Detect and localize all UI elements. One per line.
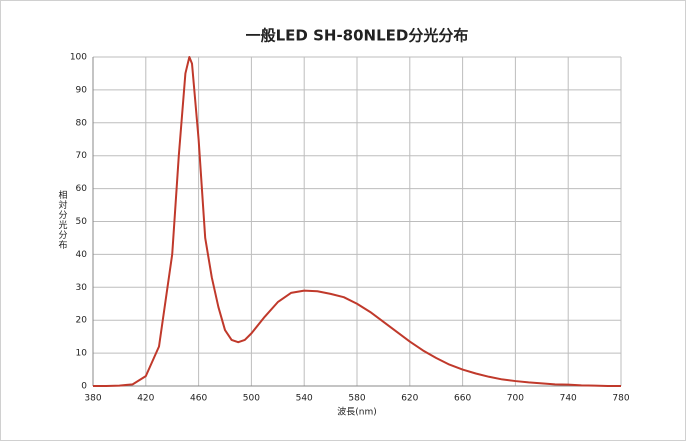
x-tick-label: 540 — [296, 394, 313, 404]
y-tick-label: 30 — [76, 283, 88, 293]
x-tick-label: 500 — [243, 394, 260, 404]
x-tick-label: 700 — [507, 394, 524, 404]
chart-title: 一般LED SH-80NLED分光分布 — [246, 27, 469, 45]
x-tick-label: 780 — [612, 394, 629, 404]
x-axis-label: 波長(nm) — [337, 406, 377, 418]
x-tick-label: 580 — [348, 394, 365, 404]
y-tick-label: 50 — [76, 217, 88, 227]
series-line — [93, 56, 621, 387]
y-tick-label: 40 — [76, 250, 88, 260]
x-tick-label: 460 — [190, 394, 207, 404]
y-axis-label: 相対分光分布 — [57, 189, 68, 250]
x-tick-label: 660 — [454, 394, 471, 404]
x-tick-label: 380 — [84, 394, 101, 404]
y-tick-label: 10 — [76, 349, 88, 359]
y-tick-label: 20 — [76, 316, 88, 326]
y-tick-label: 100 — [70, 53, 87, 63]
y-tick-label: 90 — [76, 85, 88, 95]
y-tick-label: 0 — [81, 382, 87, 392]
y-tick-label: 80 — [76, 118, 88, 128]
x-tick-label: 420 — [137, 394, 154, 404]
y-tick-label: 60 — [76, 184, 88, 194]
x-tick-label: 740 — [560, 394, 577, 404]
x-tick-label: 620 — [401, 394, 418, 404]
y-tick-label: 70 — [76, 151, 88, 161]
